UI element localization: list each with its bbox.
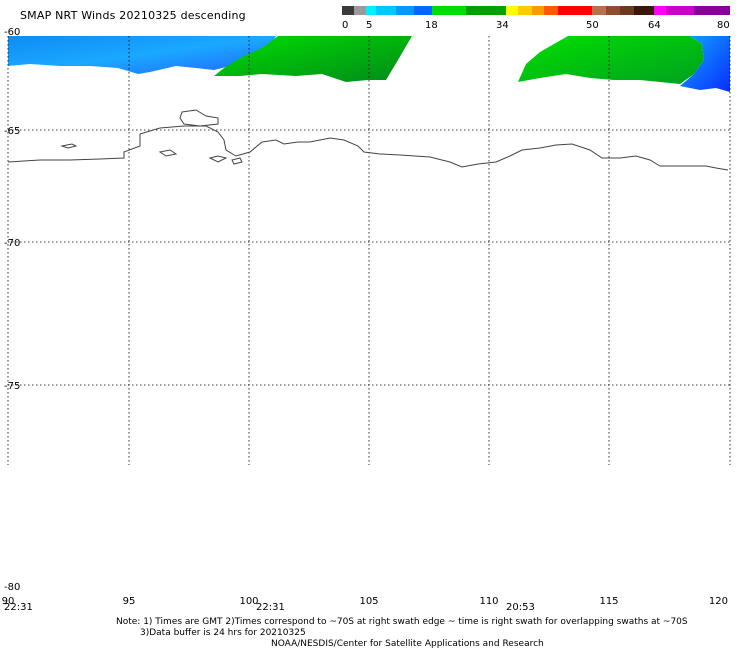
lat-label: -65 [4,126,20,137]
swath-time: 20:53 [506,602,535,613]
wind-swath-blue-left [8,36,276,74]
latitude-labels: -60 -65 -70 -75 -80 [4,27,20,593]
swath-times: 22:31 22:31 20:53 [4,602,535,613]
colorbar-tick: 80 [717,20,730,31]
lat-label: -80 [4,582,20,593]
longitude-labels: 90 95 100 105 110 115 120 [2,596,728,607]
lon-label: 100 [239,596,258,607]
lon-label: 90 [2,596,15,607]
lon-label: 105 [359,596,378,607]
colorbar-tick: 18 [425,20,438,31]
lon-label: 95 [123,596,136,607]
lon-label: 115 [599,596,618,607]
graticule [8,36,730,465]
lat-label: -60 [4,27,20,38]
colorbar-tick: 64 [648,20,661,31]
lat-label: -75 [4,381,20,392]
wind-swath-green-right [518,36,704,84]
lat-label: -70 [4,238,20,249]
note-line-2: 3)Data buffer is 24 hrs for 20210325 [140,628,306,638]
colorbar-tick: 50 [586,20,599,31]
colorbar-segments [342,6,730,15]
wind-swath-blue-right [680,36,730,92]
swath-time: 22:31 [4,602,33,613]
note-line-1: Note: 1) Times are GMT 2)Times correspon… [116,617,688,627]
lon-label: 110 [479,596,498,607]
lon-label: 120 [709,596,728,607]
wind-swath-green-left [214,36,412,82]
colorbar-tick: 34 [496,20,509,31]
colorbar-tick: 0 [342,20,348,31]
swath-time: 22:31 [256,602,285,613]
colorbar-tick: 5 [366,20,372,31]
antarctic-coastline [7,109,729,171]
credit-line: NOAA/NESDIS/Center for Satellite Applica… [271,639,544,649]
colorbar-ticks: 0 5 18 34 50 64 80 [342,20,730,31]
map-title: SMAP NRT Winds 20210325 descending [20,9,246,22]
wind-speed-colorbar: 0 5 18 34 50 64 80 [342,6,730,31]
